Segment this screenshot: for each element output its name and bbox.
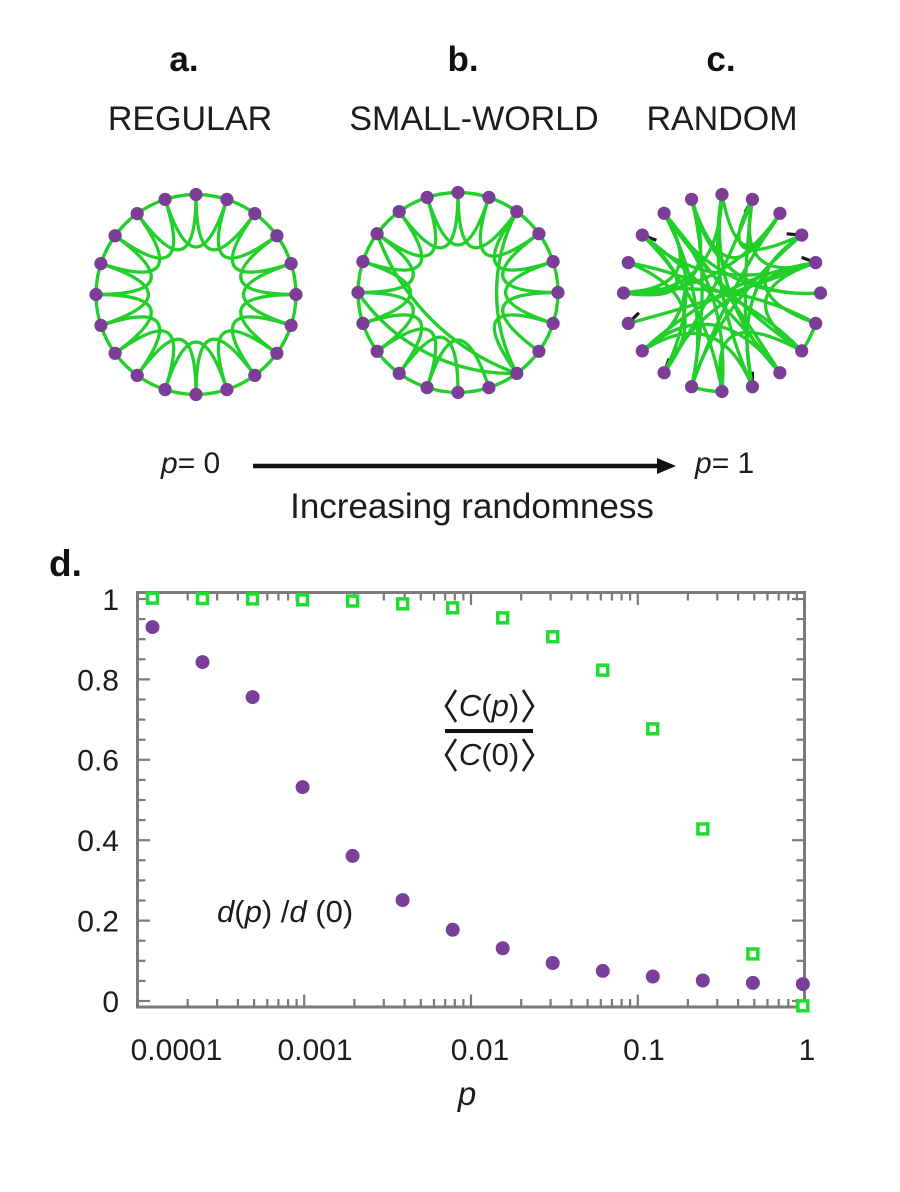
svg-text:a.: a. [169,40,198,79]
svg-text:0.001: 0.001 [277,1034,352,1067]
svg-text:0.4: 0.4 [77,825,119,858]
svg-text:0.01: 0.01 [451,1034,509,1067]
svg-text:RANDOM: RANDOM [646,100,797,138]
svg-text:1: 1 [102,584,119,617]
svg-text:b.: b. [447,40,478,79]
svg-text:0: 0 [102,986,119,1019]
svg-text:0.6: 0.6 [77,745,119,778]
svg-text:1: 1 [799,1034,816,1067]
svg-text:p= 1: p= 1 [694,447,754,480]
svg-text:d.: d. [49,543,82,584]
svg-text:Increasing randomness: Increasing randomness [290,487,654,526]
svg-text:p: p [457,1075,476,1112]
svg-text:C(p): C(p) [459,688,519,723]
svg-text:0.0001: 0.0001 [131,1034,223,1067]
svg-text:d(p) /d (0): d(p) /d (0) [217,894,353,929]
svg-text:SMALL-WORLD: SMALL-WORLD [349,100,598,138]
svg-text:C(0): C(0) [459,737,519,772]
svg-text:p= 0: p= 0 [160,447,220,480]
svg-text:0.8: 0.8 [77,664,119,697]
svg-text:0.1: 0.1 [623,1034,665,1067]
svg-text:REGULAR: REGULAR [108,100,272,138]
svg-text:c.: c. [706,40,735,79]
svg-text:0.2: 0.2 [77,906,119,939]
